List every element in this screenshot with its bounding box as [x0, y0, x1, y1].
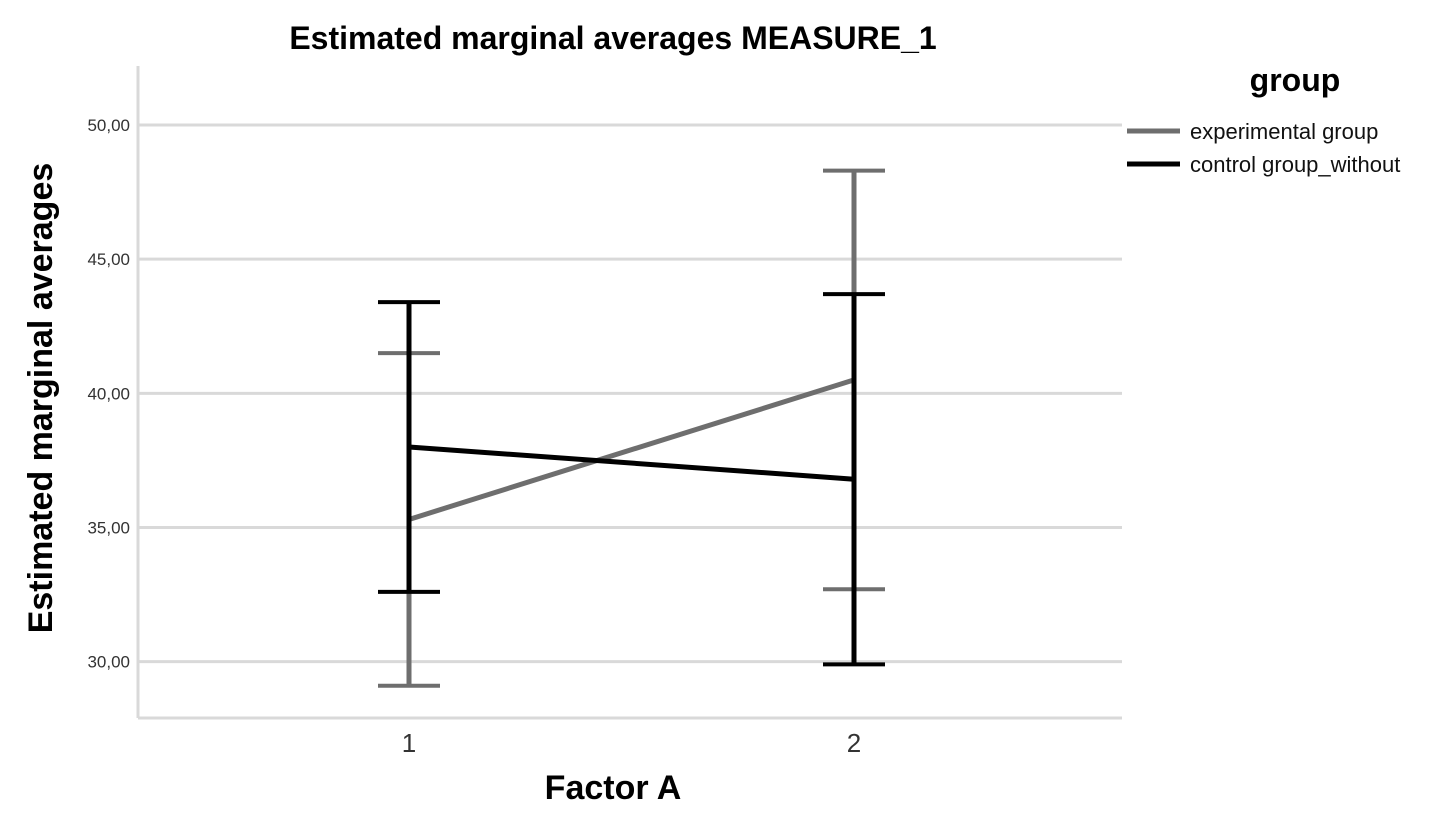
- legend-items: experimental group control group_without: [1127, 119, 1400, 177]
- axes: [136, 66, 1122, 720]
- y-tick-labels: 30,00 35,00 40,00 45,00 50,00: [87, 116, 130, 672]
- series-layer: [378, 168, 885, 688]
- x-axis-title: Factor A: [545, 769, 682, 807]
- series-line: [408, 377, 855, 522]
- legend-label: experimental group: [1190, 119, 1378, 144]
- y-axis-title: Estimated marginal averages: [22, 163, 60, 634]
- chart-title: Estimated marginal averages MEASURE_1: [289, 20, 936, 56]
- legend-title: group: [1250, 62, 1341, 98]
- y-tick-label: 30,00: [87, 653, 130, 672]
- x-tick-label: 2: [847, 728, 861, 758]
- legend-label: control group_without: [1190, 152, 1400, 177]
- y-tick-label: 50,00: [87, 116, 130, 135]
- x-tick-label: 1: [402, 728, 416, 758]
- series-control: [378, 292, 885, 667]
- y-tick-label: 45,00: [87, 250, 130, 269]
- y-tick-label: 40,00: [87, 384, 130, 403]
- series-line: [408, 444, 855, 482]
- legend: group experimental group control group_wi…: [1127, 62, 1400, 177]
- series-experimental: [378, 168, 885, 688]
- gridlines: [138, 123, 1122, 664]
- y-tick-label: 35,00: [87, 518, 130, 537]
